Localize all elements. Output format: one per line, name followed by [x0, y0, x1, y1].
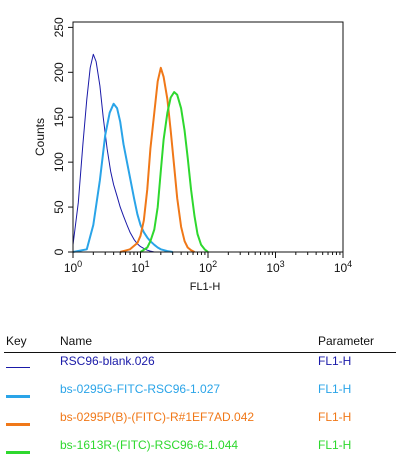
- legend-series-name: RSC96-blank.026: [60, 354, 155, 368]
- legend-series-parameter: FL1-H: [318, 354, 352, 368]
- legend-swatch: [6, 367, 30, 368]
- y-tick-label: 0: [52, 248, 66, 255]
- legend-swatch: [6, 423, 30, 426]
- legend-row: bs-0295G-FITC-RSC96-1.027 FL1-H: [0, 380, 400, 402]
- legend-swatch: [6, 451, 30, 454]
- x-tick-label: 104: [334, 259, 352, 275]
- x-tick-label: 103: [266, 259, 284, 275]
- y-axis-label: Counts: [33, 118, 47, 156]
- legend-series-parameter: FL1-H: [318, 382, 352, 396]
- series-line: [139, 91, 209, 253]
- y-tick-label: 250: [52, 17, 66, 37]
- legend-series-name: bs-0295G-FITC-RSC96-1.027: [60, 382, 221, 396]
- x-axis-ticks: 100 101 102 103 104: [64, 252, 352, 275]
- legend-name-header: Name: [60, 334, 93, 348]
- legend-row: bs-0295P(B)-(FITC)-R#1EF7AD.042 FL1-H: [0, 408, 400, 430]
- series-line: [119, 66, 195, 253]
- legend-series-name: bs-0295P(B)-(FITC)-R#1EF7AD.042: [60, 410, 255, 424]
- plot-frame: [72, 21, 344, 253]
- x-axis-label: FL1-H: [190, 281, 221, 293]
- legend-row: bs-1613R-(FITC)-RSC96-6-1.044 FL1-H: [0, 436, 400, 458]
- y-tick-label: 50: [52, 200, 66, 214]
- y-tick-label: 200: [52, 62, 66, 82]
- legend-series-parameter: FL1-H: [318, 438, 352, 452]
- y-tick-label: 150: [52, 107, 66, 127]
- x-tick-label: 100: [64, 259, 82, 275]
- x-tick-label: 102: [199, 259, 217, 275]
- legend-parameter-header: Parameter: [318, 334, 375, 348]
- legend-series-name: bs-1613R-(FITC)-RSC96-6-1.044: [60, 438, 239, 452]
- series-curves: [72, 53, 209, 253]
- series-line: [72, 53, 161, 253]
- y-axis-ticks: 0 50 100 150 200 250: [52, 17, 73, 255]
- legend-swatch: [6, 395, 30, 398]
- y-tick-label: 100: [52, 152, 66, 172]
- histogram-chart: 0 50 100 150 200 250 100 101 102 103 104 Counts F…: [33, 17, 352, 293]
- x-tick-label: 101: [131, 259, 149, 275]
- legend-header-divider: [4, 352, 396, 353]
- series-line: [72, 102, 173, 253]
- legend-series-parameter: FL1-H: [318, 410, 352, 424]
- legend-row: RSC96-blank.026 FL1-H: [0, 352, 400, 374]
- legend-key-header: Key: [6, 334, 27, 348]
